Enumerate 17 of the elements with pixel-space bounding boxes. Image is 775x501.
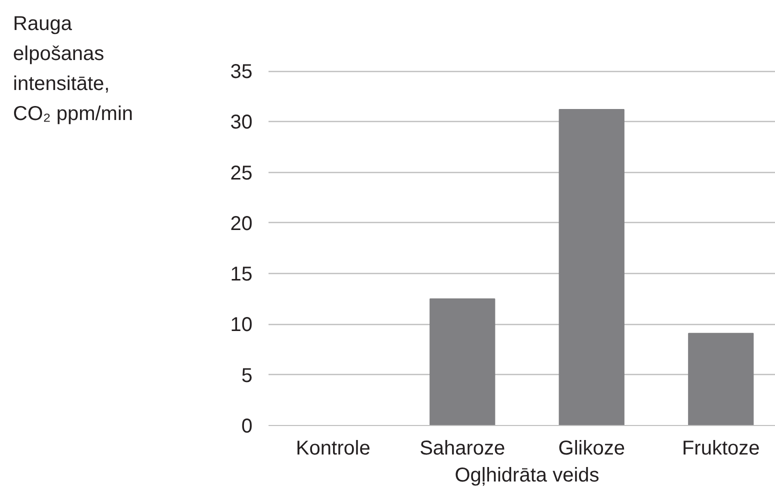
y-tick-label: 15	[230, 264, 253, 286]
x-tick-label: Kontrole	[296, 438, 370, 460]
x-tick-label: Fruktoze	[682, 438, 760, 460]
y-tick-label: 5	[241, 364, 252, 387]
bar	[558, 108, 624, 426]
y-tick-label: 35	[230, 61, 253, 84]
y-tick-label: 0	[241, 416, 252, 438]
x-tick-label: Glikoze	[558, 438, 625, 460]
y-tick-label: 20	[230, 212, 253, 235]
bar	[430, 298, 496, 426]
y-axis-title: Rauga elpošanas intensitāte, CO₂ ppm/min	[13, 12, 134, 127]
y-tick-label: 10	[230, 314, 253, 336]
bar	[688, 332, 754, 426]
x-tick-label: Saharoze	[420, 438, 506, 460]
x-axis-title: Ogļhidrāta veids	[454, 464, 600, 486]
y-tick-label: 30	[230, 112, 253, 134]
y-tick-label: 25	[230, 162, 253, 184]
